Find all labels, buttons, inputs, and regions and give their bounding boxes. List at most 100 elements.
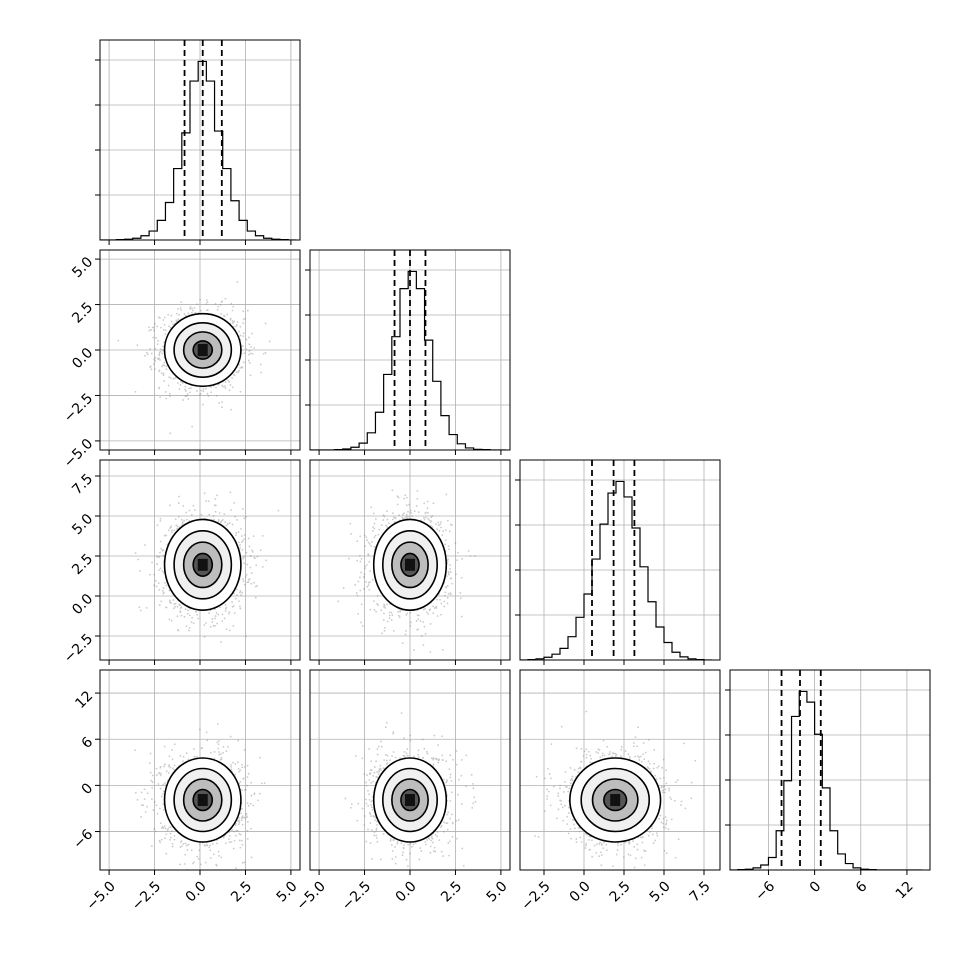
panel-content (730, 670, 930, 870)
plot-layer: −5.0 −2.5 0.0 2.5 5.0 −5.0 −2.5 0.0 2.5 5.0 −2.5 0.… (61, 39, 931, 914)
y-tick-label: 7.5 (69, 471, 96, 498)
panel-1-0 (95, 249, 301, 455)
panel-content (100, 40, 300, 240)
contour-line-1 (173, 767, 233, 833)
contour-line-0 (372, 518, 448, 611)
contour-line-3 (192, 788, 214, 812)
panel-3-2 (519, 669, 721, 875)
panel-frame (99, 39, 301, 241)
panel-frame (519, 459, 721, 661)
x-tick-label: 0 (807, 878, 825, 896)
y-tick-label: 6 (79, 734, 97, 752)
y-tick-label: 2.5 (69, 300, 96, 327)
panel-frame (729, 669, 931, 871)
x-tick-label: 0.0 (393, 878, 420, 905)
contour-line-3 (192, 552, 214, 577)
x-tick-label: −2.5 (339, 878, 374, 913)
y-tick-label: 5.0 (69, 254, 96, 281)
panel-content (100, 250, 300, 450)
histogram-1 (310, 270, 507, 450)
panel-frame (99, 669, 301, 871)
contour-line-0 (163, 312, 242, 388)
histogram-2 (520, 480, 712, 660)
panel-2-2 (515, 459, 721, 665)
contour-line-2 (182, 778, 223, 822)
contour-line-1 (381, 529, 439, 600)
panel-3-3 (725, 669, 931, 875)
panel-content (310, 250, 510, 450)
x-tick-label: −2.5 (518, 878, 553, 913)
panel-content (310, 670, 510, 870)
y-tick-label: −5.0 (61, 436, 96, 471)
contour-line-3 (603, 788, 628, 812)
contour-line-1 (580, 767, 651, 833)
panel-content (100, 670, 300, 870)
panel-frame (99, 459, 301, 661)
density-core (405, 794, 415, 806)
density-core (405, 558, 415, 571)
scatter-points-2-0 (134, 491, 280, 643)
panel-frame (519, 669, 721, 871)
x-tick-label: −5.0 (83, 878, 118, 913)
panel-3-1 (309, 669, 511, 875)
contour-line-2 (182, 331, 223, 369)
panel-frame (309, 669, 511, 871)
panel-2-1 (309, 459, 511, 665)
x-tick-label: 0.0 (183, 878, 210, 905)
y-tick-label: 0.0 (69, 591, 96, 618)
y-tick-label: 5.0 (69, 511, 96, 538)
histogram-3 (730, 690, 923, 870)
x-tick-label: 2.5 (438, 878, 465, 905)
x-tick-label: −2.5 (129, 878, 164, 913)
contour-line-2 (182, 541, 223, 589)
y-tick-label: 2.5 (69, 551, 96, 578)
panel-frame (99, 249, 301, 451)
y-tick-label: 0 (79, 780, 97, 798)
contour-line-2 (591, 778, 639, 822)
density-core (197, 558, 208, 571)
x-tick-label: 0.0 (567, 878, 594, 905)
density-core (610, 794, 621, 806)
contour-line-1 (173, 529, 233, 600)
y-tick-label: −6 (70, 826, 96, 852)
panel-content (520, 670, 720, 870)
contour-line-1 (381, 767, 439, 833)
scatter-points-3-2 (534, 710, 697, 869)
x-tick-label: 5.0 (484, 878, 511, 905)
contour-line-0 (163, 757, 242, 843)
panel-content (520, 460, 720, 660)
panel-content (100, 460, 300, 660)
panel-0-0 (95, 39, 301, 245)
contour-line-2 (391, 541, 429, 589)
panel-2-0 (95, 459, 301, 665)
x-tick-label: −6 (752, 878, 778, 904)
contour-line-3 (400, 552, 420, 577)
contour-line-3 (192, 340, 214, 360)
x-tick-label: −5.0 (293, 878, 328, 913)
x-tick-label: 6 (853, 878, 871, 896)
contour-line-0 (163, 518, 242, 611)
x-tick-label: 2.5 (607, 878, 634, 905)
contour-line-1 (173, 321, 233, 379)
panel-1-1 (305, 249, 511, 455)
y-tick-label: −2.5 (61, 631, 96, 666)
density-core (197, 794, 208, 806)
x-tick-label: 2.5 (228, 878, 255, 905)
contour-line-3 (400, 788, 420, 812)
panel-content (310, 460, 510, 660)
x-tick-label: 7.5 (687, 878, 714, 905)
histogram-0 (100, 60, 297, 240)
y-tick-label: 12 (72, 688, 96, 712)
y-tick-label: 0.0 (69, 345, 96, 372)
contour-line-0 (372, 757, 448, 843)
panel-frame (309, 459, 511, 661)
contour-line-0 (569, 757, 662, 843)
x-tick-label: 5.0 (647, 878, 674, 905)
x-tick-label: 12 (893, 878, 917, 902)
panel-frame (309, 249, 511, 451)
density-core (197, 344, 208, 356)
contour-line-2 (391, 778, 429, 822)
y-tick-label: −2.5 (61, 390, 96, 425)
panel-3-0 (95, 669, 301, 875)
